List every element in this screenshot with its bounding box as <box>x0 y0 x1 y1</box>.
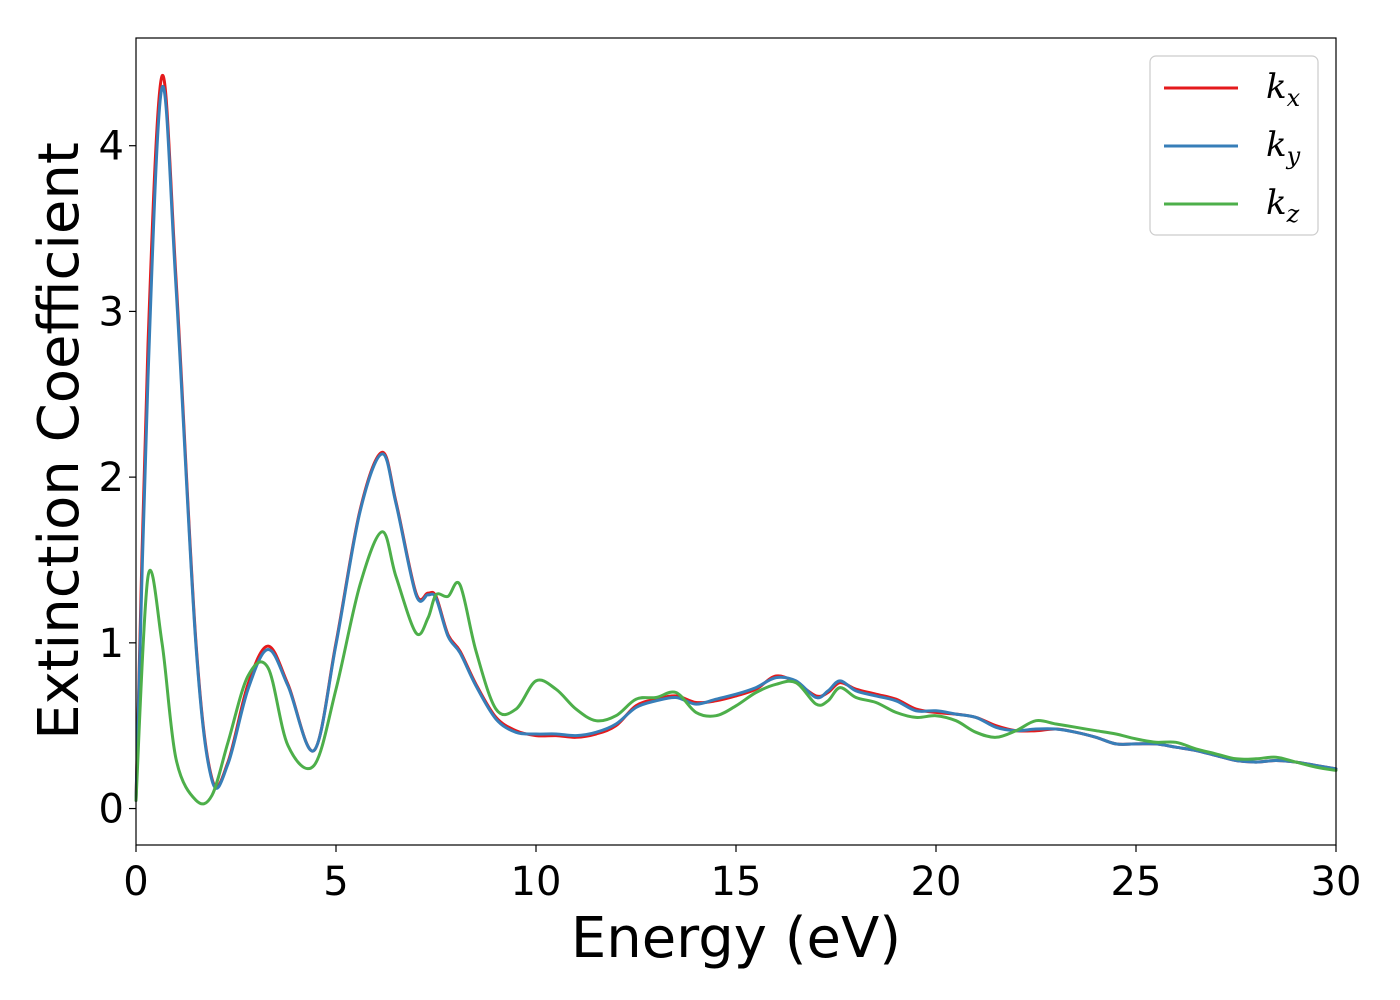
y-tick-label: 3 <box>99 289 124 335</box>
legend-label-kx: kx <box>1266 67 1301 112</box>
y-tick-label: 0 <box>99 787 124 833</box>
legend-label-kz: kz <box>1266 183 1300 228</box>
x-tick-label: 30 <box>1311 859 1362 905</box>
series-layer <box>134 74 1338 806</box>
x-tick-label: 20 <box>911 859 962 905</box>
y-tick-label: 2 <box>99 455 124 501</box>
y-tick-label: 4 <box>99 124 124 170</box>
legend-label-ky: ky <box>1266 125 1301 170</box>
series-line-ky <box>134 84 1338 802</box>
x-axis-title: Energy (eV) <box>571 906 901 971</box>
y-axis-ticks: 0 1 2 3 4 <box>99 124 136 833</box>
x-tick-label: 15 <box>711 859 762 905</box>
series-line-kz <box>134 530 1338 806</box>
x-tick-label: 5 <box>323 859 348 905</box>
y-axis-title: Extinction Coefficient <box>27 142 92 740</box>
x-tick-label: 0 <box>123 859 148 905</box>
legend: kx ky kz <box>1149 55 1319 236</box>
x-tick-label: 25 <box>1111 859 1162 905</box>
y-tick-label: 1 <box>99 621 124 667</box>
x-axis-ticks: 0 5 10 15 20 25 30 <box>123 845 1361 905</box>
x-tick-label: 10 <box>511 859 562 905</box>
